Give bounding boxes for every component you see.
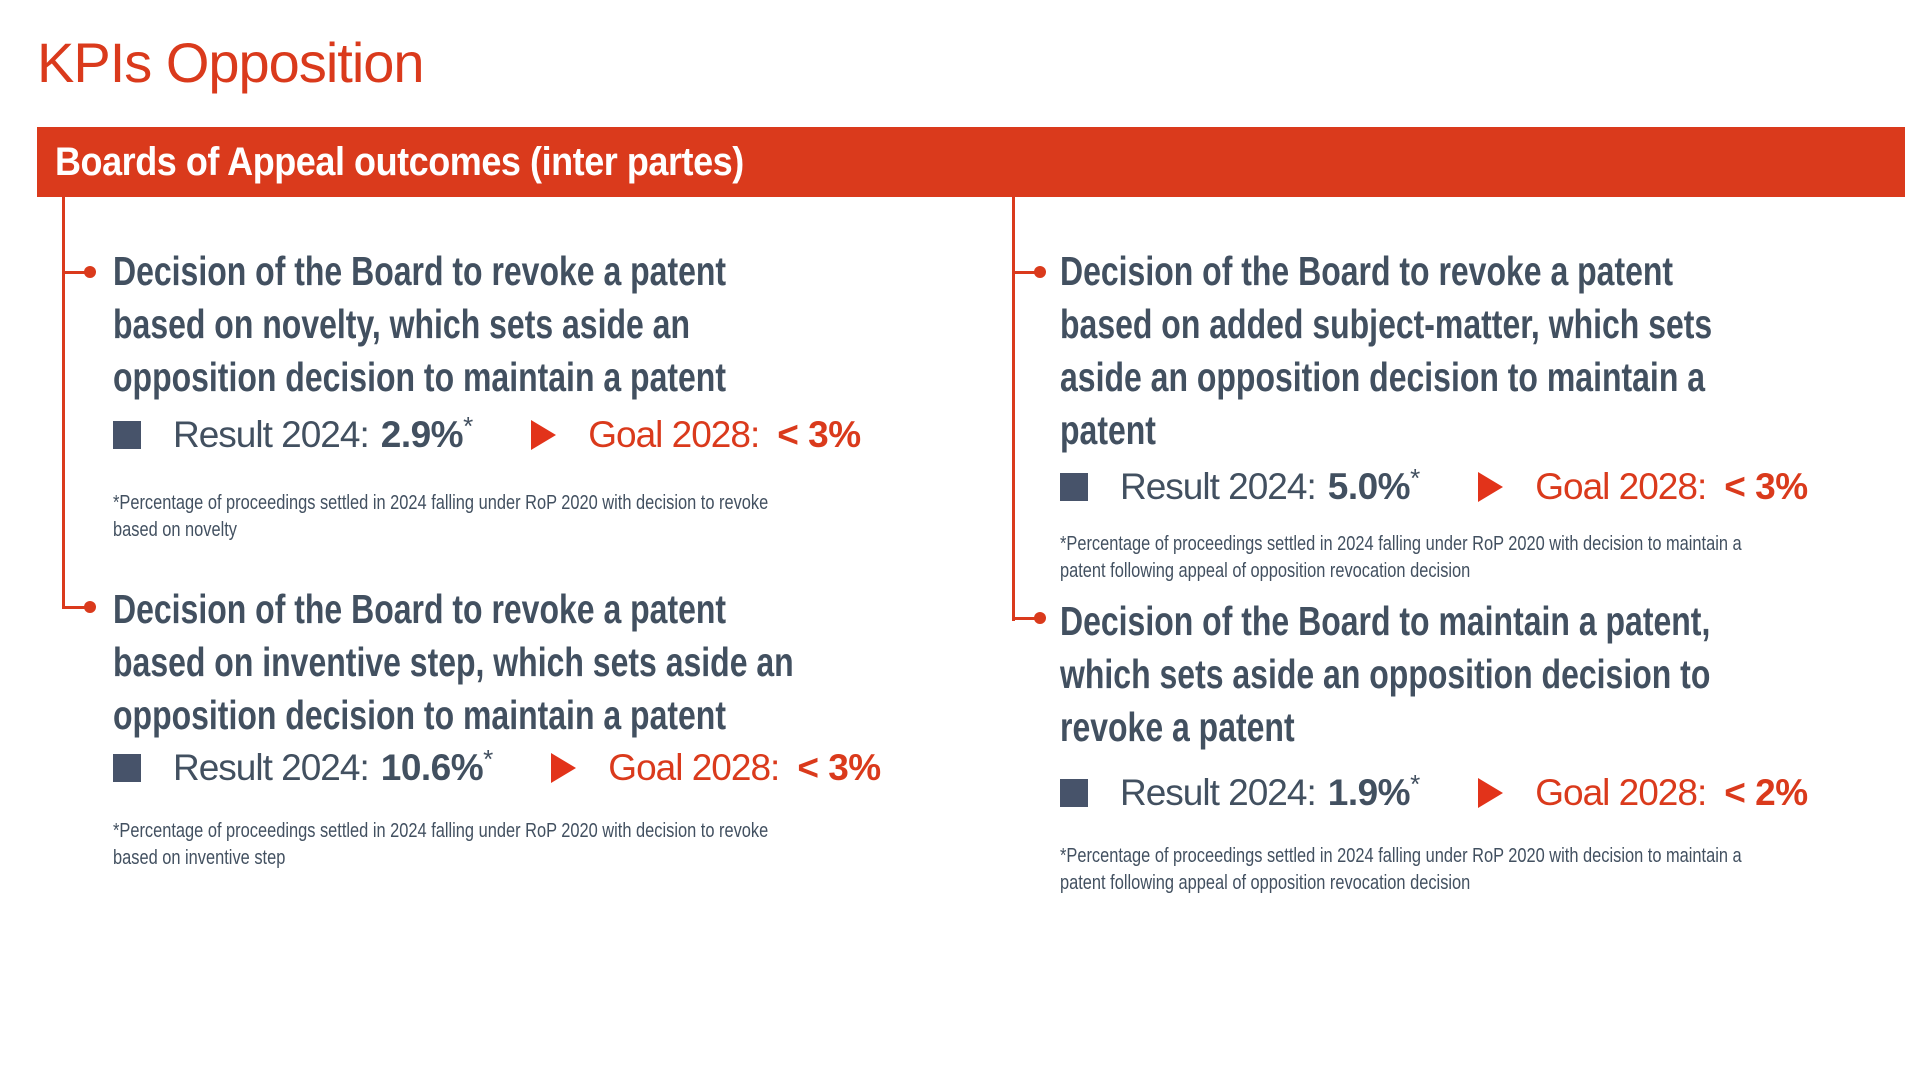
kpi1-footnote: *Percentage of proceedings settled in 20…	[113, 489, 768, 543]
kpi4-heading-line: revoke a patent	[1060, 704, 1295, 750]
triangle-right-icon	[1478, 778, 1504, 808]
goal-label: Goal 2028:	[588, 414, 760, 455]
connector-branch-kpi1	[62, 271, 88, 274]
kpi4-heading-line: Decision of the Board to maintain a pate…	[1060, 598, 1711, 644]
kpi2-heading-line: opposition decision to maintain a patent	[113, 692, 726, 738]
dot-icon	[84, 266, 96, 278]
dot-icon	[1034, 612, 1046, 624]
page-title: KPIs Opposition	[37, 31, 425, 94]
kpi1-heading-line: based on novelty, which sets aside an	[113, 301, 691, 347]
kpi3-heading-line: Decision of the Board to revoke a patent	[1060, 248, 1674, 294]
kpi3-heading-line: patent	[1060, 407, 1156, 453]
kpi3-footnote-line: patent following appeal of opposition re…	[1060, 559, 1471, 582]
triangle-right-icon	[551, 753, 577, 783]
kpi1-result-row: Result 2024: 2.9% * Goal 2028: < 3%	[113, 411, 861, 458]
result-label: Result 2024:	[173, 414, 370, 455]
result-value: 1.9%	[1327, 772, 1411, 813]
square-icon	[1060, 473, 1088, 501]
kpi1-heading: Decision of the Board to revoke a patent…	[113, 245, 726, 404]
goal-value: < 2%	[1724, 772, 1808, 813]
kpi2-heading-line: based on inventive step, which sets asid…	[113, 639, 794, 685]
footnote-marker: *	[1410, 463, 1421, 493]
kpi4-footnote: *Percentage of proceedings settled in 20…	[1060, 842, 1742, 896]
dot-icon	[1034, 266, 1046, 278]
triangle-right-icon	[531, 420, 557, 450]
kpi3-heading: Decision of the Board to revoke a patent…	[1060, 245, 1712, 457]
kpi3-footnote: *Percentage of proceedings settled in 20…	[1060, 530, 1742, 584]
kpi4-footnote-line: *Percentage of proceedings settled in 20…	[1060, 844, 1742, 867]
result-value: 5.0%	[1327, 466, 1411, 507]
dot-icon	[84, 601, 96, 613]
kpi1-heading-line: opposition decision to maintain a patent	[113, 354, 726, 400]
footnote-marker: *	[1410, 769, 1421, 799]
result-value: 2.9%	[380, 414, 464, 455]
connector-line-left	[62, 197, 65, 609]
footnote-marker: *	[483, 744, 494, 774]
result-label: Result 2024:	[1120, 772, 1317, 813]
square-icon	[113, 754, 141, 782]
kpi2-footnote-line: based on inventive step	[113, 846, 286, 869]
kpi2-heading: Decision of the Board to revoke a patent…	[113, 583, 794, 742]
footnote-marker: *	[463, 411, 474, 441]
section-banner: Boards of Appeal outcomes (inter partes)	[37, 127, 1905, 197]
kpi2-heading-line: Decision of the Board to revoke a patent	[113, 586, 727, 632]
goal-label: Goal 2028:	[1535, 466, 1707, 507]
connector-line-right	[1012, 197, 1015, 621]
goal-label: Goal 2028:	[1535, 772, 1707, 813]
triangle-right-icon	[1478, 472, 1504, 502]
connector-branch-kpi3	[1012, 271, 1038, 274]
kpi4-heading: Decision of the Board to maintain a pate…	[1060, 595, 1710, 754]
kpi2-footnote-line: *Percentage of proceedings settled in 20…	[113, 819, 769, 842]
kpi4-footnote-line: patent following appeal of opposition re…	[1060, 871, 1471, 894]
goal-value: < 3%	[1724, 466, 1808, 507]
kpi1-footnote-line: *Percentage of proceedings settled in 20…	[113, 491, 769, 514]
connector-branch-kpi4	[1012, 617, 1038, 620]
section-banner-title: Boards of Appeal outcomes (inter partes)	[55, 139, 744, 184]
kpi2-result-row: Result 2024: 10.6% * Goal 2028: < 3%	[113, 744, 881, 791]
kpi3-heading-line: aside an opposition decision to maintain…	[1060, 354, 1706, 400]
kpi4-heading-line: which sets aside an opposition decision …	[1060, 651, 1711, 697]
kpi1-footnote-line: based on novelty	[113, 518, 238, 541]
goal-value: < 3%	[797, 747, 881, 788]
result-label: Result 2024:	[173, 747, 370, 788]
kpi3-result-row: Result 2024: 5.0% * Goal 2028: < 3%	[1060, 463, 1808, 510]
kpi4-result-row: Result 2024: 1.9% * Goal 2028: < 2%	[1060, 769, 1808, 816]
square-icon	[113, 421, 141, 449]
goal-value: < 3%	[777, 414, 861, 455]
kpi3-heading-line: based on added subject-matter, which set…	[1060, 301, 1713, 347]
kpi1-heading-line: Decision of the Board to revoke a patent	[113, 248, 727, 294]
square-icon	[1060, 779, 1088, 807]
result-value: 10.6%	[380, 747, 484, 788]
kpi2-footnote: *Percentage of proceedings settled in 20…	[113, 817, 768, 871]
result-label: Result 2024:	[1120, 466, 1317, 507]
goal-label: Goal 2028:	[608, 747, 780, 788]
kpi3-footnote-line: *Percentage of proceedings settled in 20…	[1060, 532, 1742, 555]
connector-branch-kpi2	[62, 606, 88, 609]
